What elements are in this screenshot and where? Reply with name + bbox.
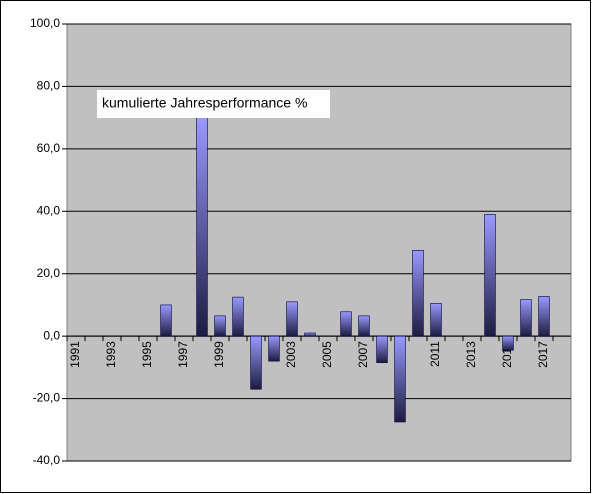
- x-tick-label: 1997: [176, 341, 190, 368]
- x-tick-label: 2007: [356, 341, 370, 368]
- bar: [268, 335, 280, 362]
- y-tick-label: 100,0: [30, 16, 60, 30]
- bar: [340, 311, 352, 337]
- bar: [502, 335, 514, 351]
- bar: [214, 315, 226, 337]
- bar: [196, 117, 208, 337]
- x-tick-label: 1995: [140, 341, 154, 368]
- bar: [376, 335, 388, 363]
- x-tick-label: 2011: [428, 341, 442, 367]
- x-tick-label: 2003: [284, 341, 298, 368]
- bar: [412, 250, 424, 337]
- y-tick-label: -20,0: [33, 391, 61, 405]
- bar: [304, 332, 316, 337]
- annotation-box: [97, 90, 330, 118]
- bar: [232, 296, 244, 337]
- x-tick-label: 2017: [536, 341, 550, 368]
- bar: [484, 214, 496, 337]
- y-tick-label: 80,0: [37, 79, 61, 93]
- y-tick-label: -40,0: [33, 453, 61, 467]
- bar: [520, 299, 532, 337]
- x-tick-label: 1993: [104, 341, 118, 368]
- bar: [358, 315, 370, 337]
- bar: [286, 301, 298, 337]
- y-tick-label: 20,0: [37, 266, 61, 280]
- annotation: kumulierte Jahresperformance %: [102, 95, 307, 111]
- bar: [394, 335, 406, 423]
- bar: [160, 304, 172, 337]
- x-tick-label: 2005: [320, 341, 334, 368]
- bar: [430, 303, 442, 337]
- y-tick-label: 40,0: [37, 203, 61, 217]
- bar: [250, 335, 262, 390]
- y-tick-label: 60,0: [37, 141, 61, 155]
- x-tick-label: 1991: [68, 341, 82, 368]
- x-tick-label: 1999: [212, 341, 226, 368]
- y-tick-label: 0,0: [43, 328, 60, 342]
- x-tick-label: 2013: [464, 341, 478, 368]
- bar: [538, 296, 550, 337]
